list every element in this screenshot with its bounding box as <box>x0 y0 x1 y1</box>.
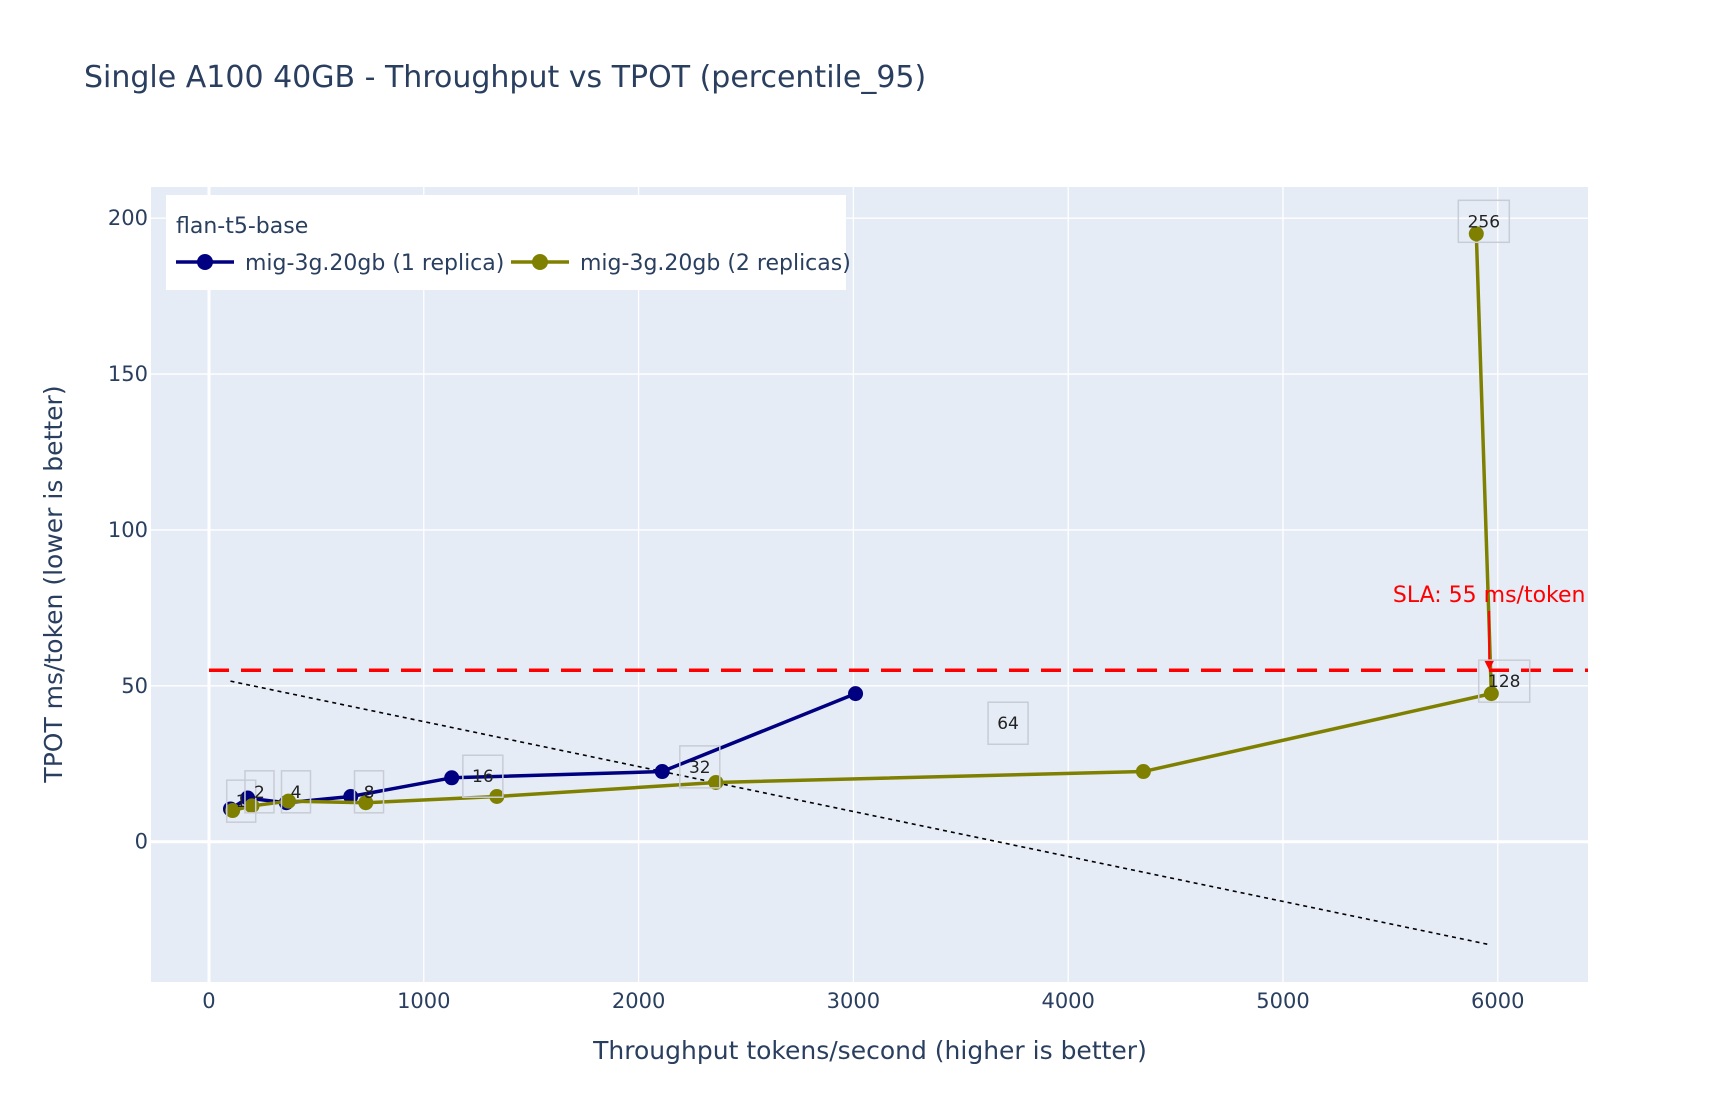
y-tick-label-150: 150 <box>108 362 148 386</box>
x-tick-label-5000: 5000 <box>1256 989 1309 1013</box>
series-1-point-5 <box>444 770 460 786</box>
x-tick-label-6000: 6000 <box>1471 989 1524 1013</box>
x-tick-label-4000: 4000 <box>1041 989 1094 1013</box>
point-label-128: 128 <box>1488 672 1520 692</box>
point-label-box-9 <box>1457 199 1511 244</box>
point-label-8: 8 <box>364 783 375 803</box>
y-axis-ticks: 0 50 100 150 200 <box>108 206 148 854</box>
legend-label-1: mig-3g.20gb (1 replica) <box>245 251 504 276</box>
point-label-32: 32 <box>689 758 711 778</box>
sla-label: SLA: 55 ms/token <box>1393 583 1586 608</box>
point-label-box-5 <box>462 754 504 798</box>
point-label-box-3 <box>280 770 312 814</box>
sla-group: SLA: 55 ms/token <box>208 583 1588 672</box>
x-tick-label-1000: 1000 <box>397 989 450 1013</box>
plot-area <box>151 187 1588 982</box>
legend: flan-t5-base mig-3g.20gb (1 replica) mig… <box>166 195 851 290</box>
y-tick-label-100: 100 <box>108 518 148 542</box>
point-label-16: 16 <box>472 767 494 787</box>
point-label-64: 64 <box>997 714 1019 734</box>
point-label-1: 1 <box>236 792 247 812</box>
x-tick-label-2000: 2000 <box>612 989 665 1013</box>
series-1-point-7 <box>848 686 864 702</box>
legend-label-2: mig-3g.20gb (2 replicas) <box>580 251 851 276</box>
x-axis-ticks: 0 1000 2000 3000 4000 5000 6000 <box>202 989 1524 1013</box>
x-tick-label-0: 0 <box>202 989 215 1013</box>
trend-line <box>230 680 1490 946</box>
x-tick-label-3000: 3000 <box>827 989 880 1013</box>
series-1-point-6 <box>654 764 670 780</box>
point-labels: 1 2 4 8 16 32 64 128 256 <box>225 199 1531 823</box>
series-2-point-1 <box>225 803 241 819</box>
legend-swatch-marker-2 <box>532 254 548 270</box>
series-2-point-9 <box>1468 226 1484 242</box>
point-label-4: 4 <box>291 783 302 803</box>
point-label-box-4 <box>353 770 385 814</box>
trend-line-group <box>230 680 1490 946</box>
series-2-point-4 <box>358 795 374 811</box>
legend-box <box>166 195 846 290</box>
y-tick-label-0: 0 <box>135 830 148 854</box>
series-2-point-7 <box>1135 764 1151 780</box>
point-label-box-8 <box>1477 659 1531 703</box>
point-label-256: 256 <box>1468 212 1500 232</box>
series-2-point-3 <box>280 793 296 809</box>
chart-title: Single A100 40GB - Throughput vs TPOT (p… <box>84 60 926 95</box>
sla-arrow-head <box>1484 660 1495 671</box>
x-axis-title: Throughput tokens/second (higher is bett… <box>592 1036 1147 1065</box>
legend-swatch-marker-1 <box>197 254 213 270</box>
legend-title: flan-t5-base <box>176 214 308 239</box>
y-tick-label-50: 50 <box>121 674 148 698</box>
point-label-2: 2 <box>254 783 265 803</box>
point-label-box-1 <box>225 779 257 823</box>
point-label-box-7 <box>987 701 1029 745</box>
y-axis-title: TPOT ms/token (lower is better) <box>39 385 68 783</box>
point-label-box-2 <box>244 770 275 814</box>
series-2-point-8 <box>1483 686 1499 702</box>
point-label-box-6 <box>679 745 721 789</box>
y-tick-label-200: 200 <box>108 206 148 230</box>
